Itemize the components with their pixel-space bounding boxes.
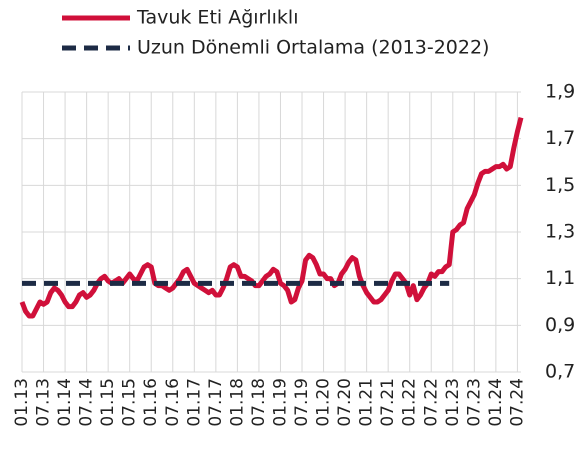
y-tick-label: 1,5 bbox=[545, 174, 575, 196]
x-tick-label: 01.24 bbox=[486, 378, 506, 427]
x-tick-label: 01.21 bbox=[357, 378, 377, 427]
x-tick-label: 07.19 bbox=[292, 378, 312, 427]
x-tick-label: 07.14 bbox=[77, 378, 97, 427]
y-tick-label: 0,7 bbox=[545, 361, 575, 383]
x-tick-label: 01.14 bbox=[55, 378, 75, 427]
legend-label: Uzun Dönemli Ortalama (2013-2022) bbox=[137, 37, 489, 59]
x-tick-label: 07.15 bbox=[120, 378, 140, 427]
x-tick-label: 01.16 bbox=[141, 378, 161, 427]
x-tick-label: 07.17 bbox=[206, 378, 226, 427]
x-tick-label: 07.18 bbox=[249, 378, 269, 427]
x-tick-label: 01.22 bbox=[400, 378, 420, 427]
x-tick-label: 07.20 bbox=[335, 378, 355, 427]
y-tick-label: 1,7 bbox=[545, 127, 575, 149]
y-tick-label: 1,3 bbox=[545, 221, 575, 243]
series-line bbox=[19, 117, 524, 319]
x-tick-label: 07.23 bbox=[464, 378, 484, 427]
x-tick-label: 01.23 bbox=[443, 378, 463, 427]
x-tick-label: 01.20 bbox=[314, 378, 334, 427]
x-tick-label: 07.22 bbox=[421, 378, 441, 427]
x-tick-label: 01.19 bbox=[270, 378, 290, 427]
x-tick-label: 01.13 bbox=[12, 378, 32, 427]
x-tick-label: 07.13 bbox=[34, 378, 54, 427]
x-tick-label: 01.17 bbox=[184, 378, 204, 427]
x-tick-label: 07.16 bbox=[163, 378, 183, 427]
y-tick-label: 1,9 bbox=[545, 81, 575, 103]
legend-label: Tavuk Eti Ağırlıklı bbox=[136, 7, 298, 29]
y-tick-label: 0,9 bbox=[545, 314, 575, 336]
x-tick-label: 01.18 bbox=[227, 378, 247, 427]
x-tick-label: 07.24 bbox=[507, 378, 527, 427]
y-tick-label: 1,1 bbox=[545, 267, 575, 289]
x-tick-label: 01.15 bbox=[98, 378, 118, 427]
x-tick-label: 07.21 bbox=[378, 378, 398, 427]
